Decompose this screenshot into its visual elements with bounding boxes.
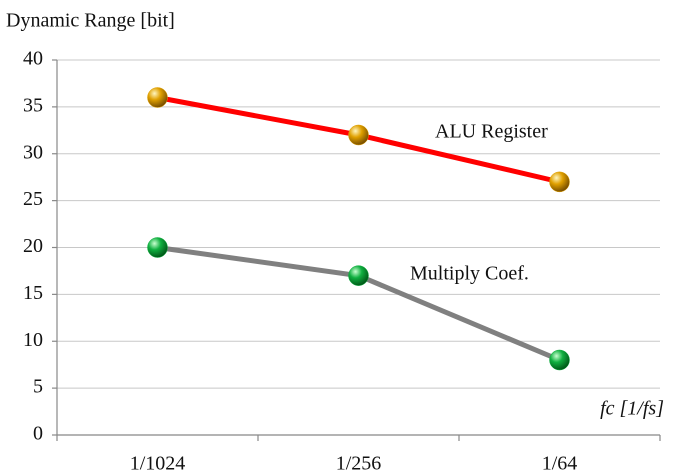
y-tick-label: 15: [23, 282, 43, 304]
x-tick-label: 1/1024: [130, 453, 186, 475]
marker: [348, 265, 369, 286]
marker: [147, 237, 168, 258]
x-axis-label: fc [1/fs]: [600, 398, 664, 420]
marker: [348, 124, 369, 146]
y-tick-label: 0: [33, 423, 43, 445]
y-tick-label: 40: [23, 48, 43, 70]
y-tick-label: 5: [33, 376, 43, 398]
marker: [147, 87, 168, 108]
y-tick-label: 35: [23, 94, 43, 116]
series-label: ALU Register: [435, 121, 548, 143]
series-label: Multiply Coef.: [410, 263, 529, 285]
y-tick-label: 10: [23, 329, 43, 351]
y-axis-label: Dynamic Range [bit]: [6, 10, 175, 32]
y-tick-label: 25: [23, 188, 43, 210]
x-tick-label: 1/256: [336, 453, 382, 475]
marker: [549, 171, 570, 193]
marker: [549, 349, 570, 371]
y-tick-label: 30: [23, 141, 43, 163]
x-tick-label: 1/64: [542, 453, 578, 475]
y-tick-label: 20: [23, 235, 43, 257]
